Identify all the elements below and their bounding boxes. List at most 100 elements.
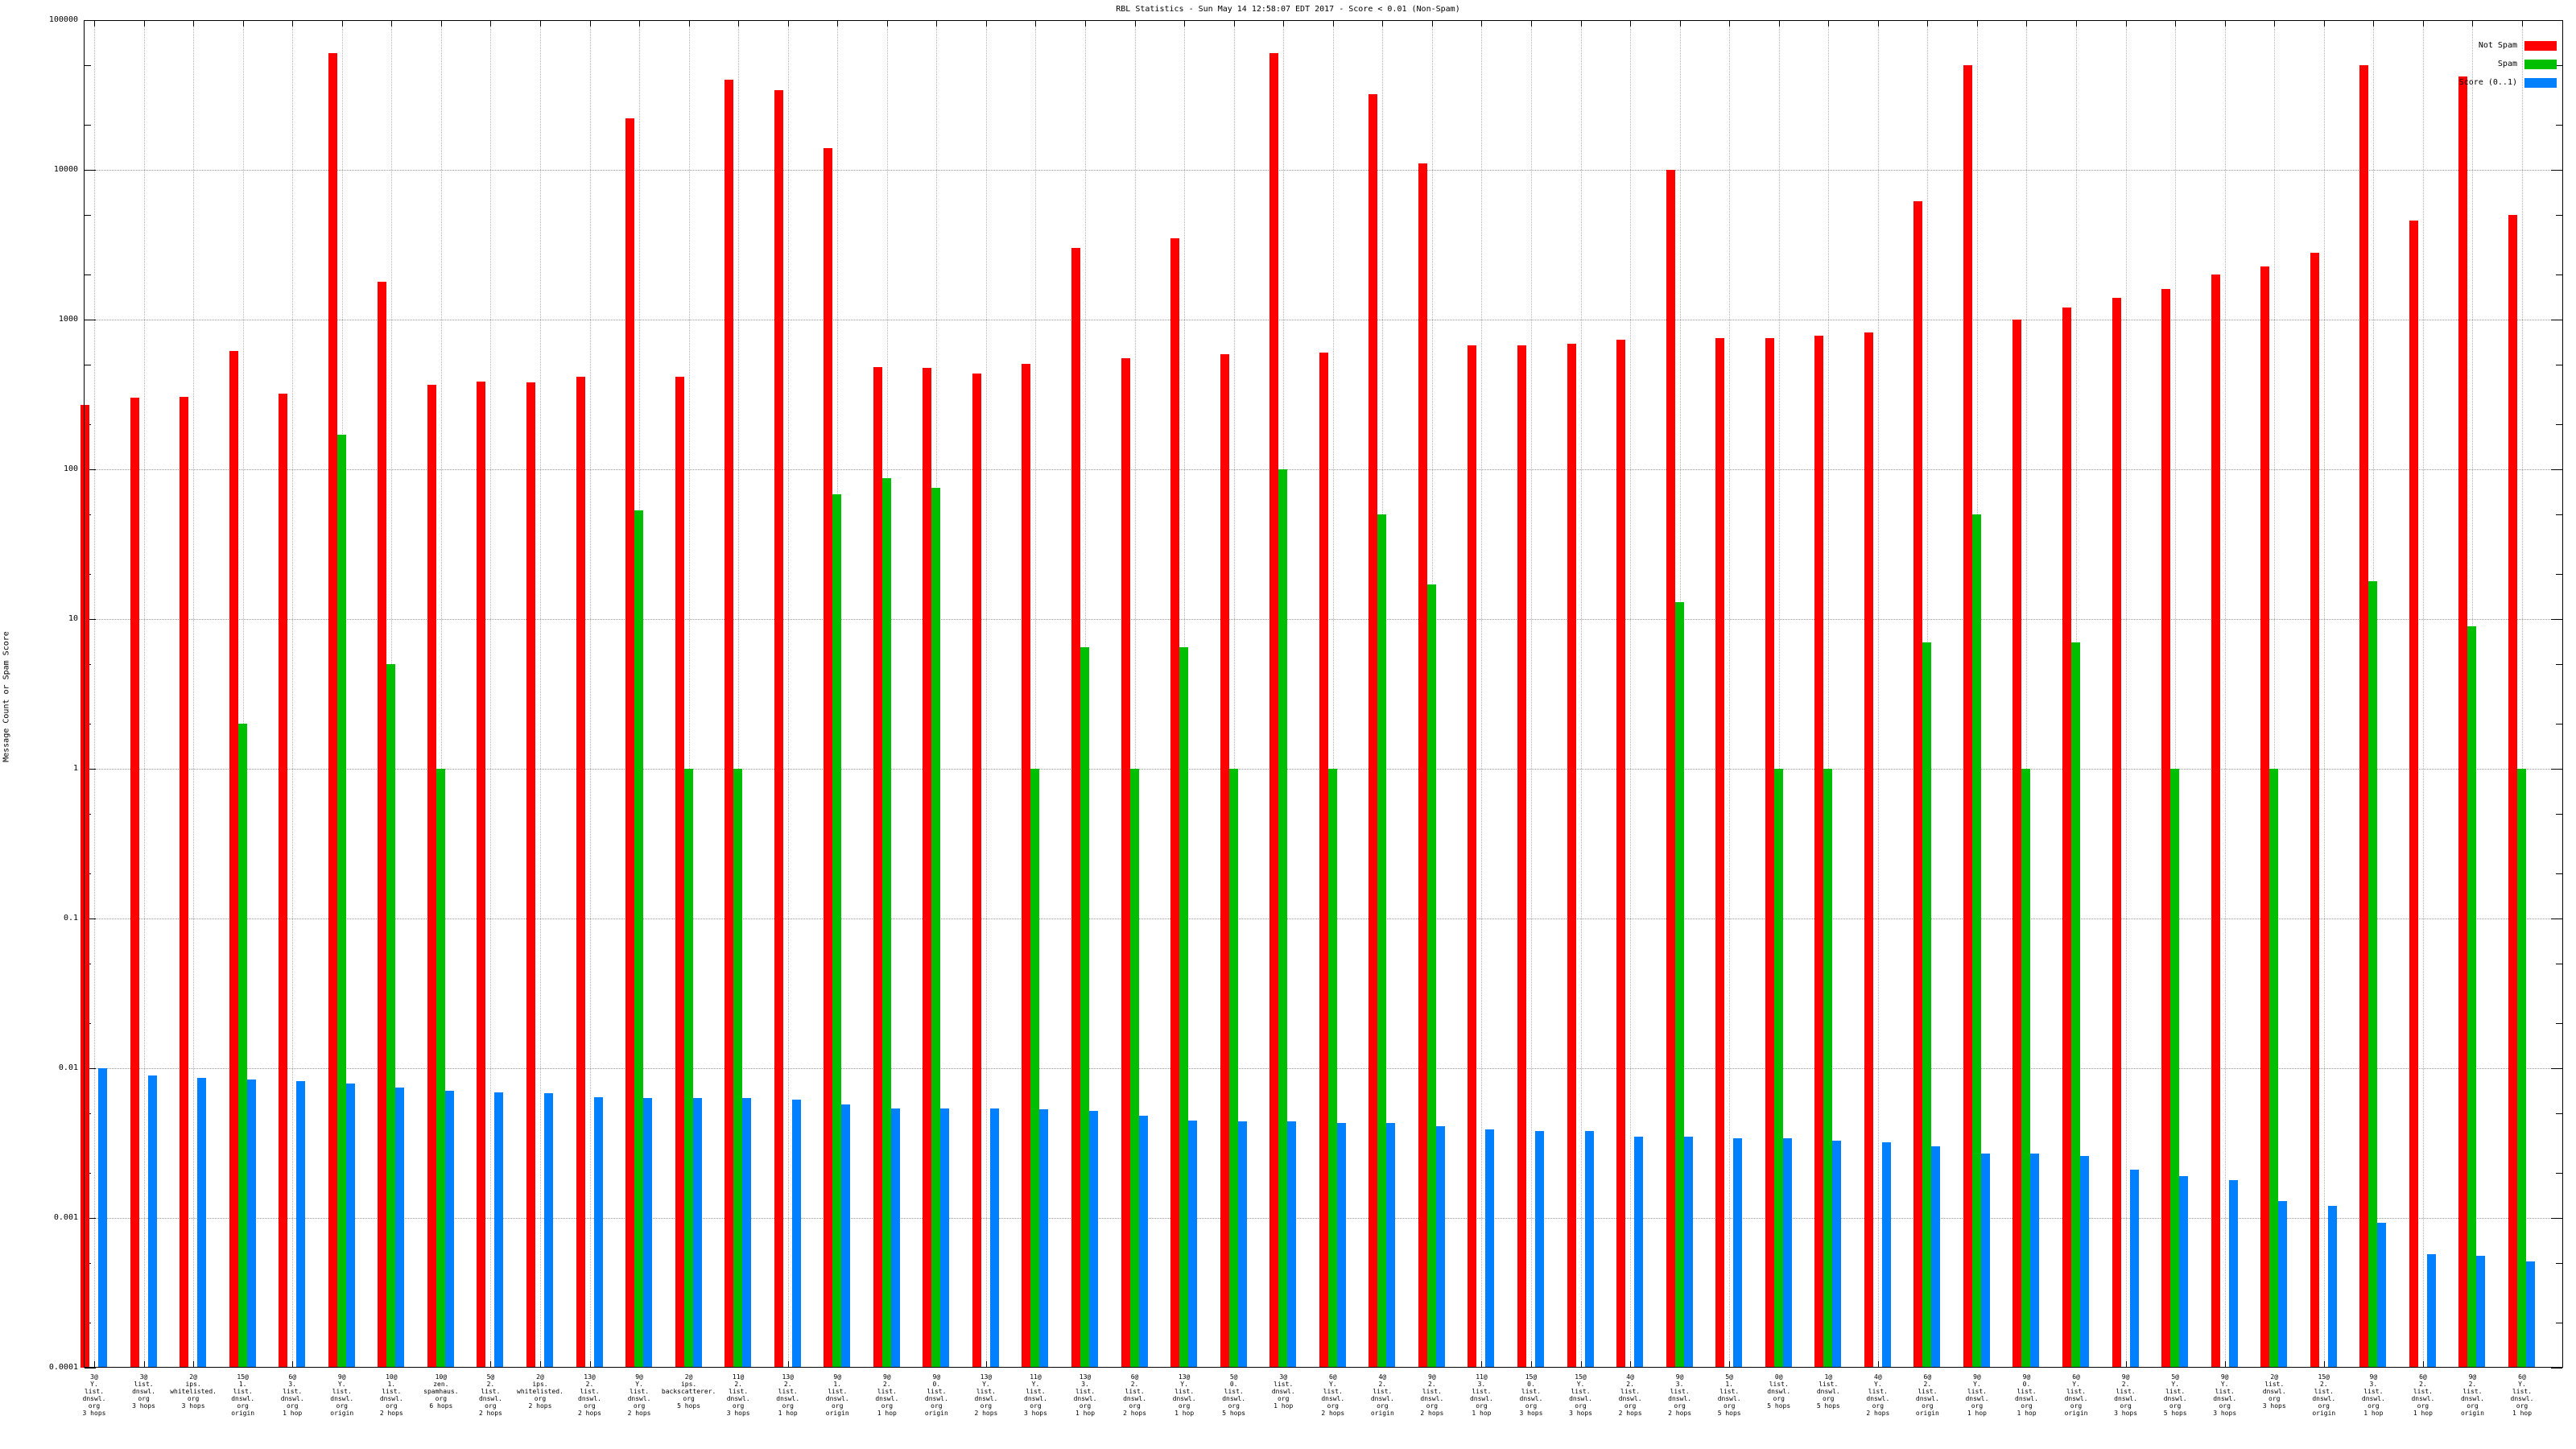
y-axis-minor-tick bbox=[2556, 1113, 2562, 1114]
bar-spam bbox=[2269, 769, 2279, 1368]
x-tick-label: 9@ 3. list. dnswl. org 1 hop bbox=[2361, 1373, 2385, 1417]
x-tick-label: 9@ 2. list. dnswl. org 1 hop bbox=[875, 1373, 899, 1417]
grid-line-v bbox=[787, 20, 789, 1368]
x-axis-tick bbox=[1630, 1361, 1632, 1368]
grid-line-v bbox=[738, 20, 740, 1368]
bar-spam bbox=[1674, 601, 1684, 1368]
grid-line-v bbox=[1530, 20, 1532, 1368]
y-tick-label: 1 bbox=[72, 764, 78, 773]
bar-score bbox=[1485, 1129, 1495, 1368]
x-axis-tick bbox=[787, 1361, 789, 1368]
bar-not-spam bbox=[477, 382, 486, 1368]
bar-score bbox=[1089, 1110, 1099, 1368]
bar-spam bbox=[1129, 769, 1139, 1368]
bar-not-spam bbox=[1616, 340, 1626, 1368]
bar-spam bbox=[1327, 769, 1337, 1368]
bar-score bbox=[1584, 1131, 1594, 1368]
x-axis-tick bbox=[2373, 20, 2375, 27]
bar-score bbox=[147, 1075, 157, 1368]
x-axis-tick bbox=[1530, 1361, 1532, 1368]
y-axis-minor-tick bbox=[2556, 813, 2562, 815]
bar-not-spam bbox=[1715, 338, 1725, 1368]
y-axis-tick bbox=[85, 1218, 96, 1219]
bar-not-spam bbox=[180, 396, 189, 1368]
x-tick-label: 6@ 2. list. dnswl. org 2 hops bbox=[1123, 1373, 1147, 1417]
x-tick-label: 15@ 0. list. dnswl. org 3 hops bbox=[1519, 1373, 1543, 1417]
grid-line-v bbox=[2125, 20, 2127, 1368]
bar-score bbox=[1435, 1126, 1445, 1368]
bar-spam bbox=[1426, 584, 1436, 1368]
bar-spam bbox=[1971, 514, 1981, 1368]
bar-not-spam bbox=[1567, 343, 1576, 1368]
bar-score bbox=[1534, 1131, 1544, 1368]
bar-score bbox=[1039, 1109, 1049, 1368]
x-axis-tick bbox=[589, 20, 591, 27]
y-axis-tick bbox=[85, 170, 96, 171]
x-axis-tick bbox=[1828, 20, 1830, 27]
legend-swatch-not-spam-icon bbox=[2524, 40, 2557, 51]
x-tick-label: 9@ 3. list. dnswl. org 2 hops bbox=[1668, 1373, 1692, 1417]
bar-score bbox=[2228, 1179, 2238, 1368]
bar-score bbox=[1634, 1136, 1644, 1368]
bar-spam bbox=[1823, 769, 1833, 1368]
grid-line-v bbox=[589, 20, 591, 1368]
bar-not-spam bbox=[2310, 252, 2319, 1368]
x-axis-tick bbox=[539, 20, 541, 27]
x-tick-label: 2@ list. dnswl. org 3 hops bbox=[2262, 1373, 2286, 1410]
y-tick-label: 1000 bbox=[58, 315, 78, 324]
bar-spam bbox=[2170, 769, 2180, 1368]
grid-line-v bbox=[1877, 20, 1879, 1368]
bar-score bbox=[890, 1108, 900, 1368]
bar-not-spam bbox=[1121, 358, 1130, 1368]
grid-line-v bbox=[2224, 20, 2226, 1368]
bar-score bbox=[791, 1099, 801, 1368]
x-axis-tick bbox=[2224, 1361, 2226, 1368]
bar-score bbox=[2327, 1206, 2337, 1368]
bar-spam bbox=[386, 663, 396, 1368]
grid-line-v bbox=[1729, 20, 1731, 1368]
y-axis-minor-tick bbox=[2556, 1173, 2562, 1174]
grid-line-v bbox=[1233, 20, 1235, 1368]
y-axis-minor-tick bbox=[2556, 424, 2562, 425]
bar-spam bbox=[832, 494, 842, 1368]
x-tick-label: 5@ Y. list. dnswl. org 5 hops bbox=[2163, 1373, 2187, 1417]
bar-not-spam bbox=[229, 350, 238, 1368]
legend-item-spam: Spam bbox=[2459, 55, 2557, 73]
legend-label-not-spam: Not Spam bbox=[2478, 41, 2517, 50]
bar-not-spam bbox=[1220, 353, 1229, 1368]
x-tick-label: 9@ 1. list. dnswl. org origin bbox=[825, 1373, 849, 1417]
grid-line-v bbox=[1828, 20, 1830, 1368]
x-tick-label: 6@ 2. list. dnswl. org origin bbox=[1915, 1373, 1939, 1417]
grid-line-v bbox=[440, 20, 442, 1368]
bar-not-spam bbox=[427, 385, 436, 1368]
bar-spam bbox=[1773, 769, 1783, 1368]
bar-not-spam bbox=[625, 118, 635, 1368]
x-axis-tick bbox=[1729, 20, 1731, 27]
bar-score bbox=[1287, 1121, 1297, 1368]
bar-spam bbox=[1030, 769, 1040, 1368]
bar-not-spam bbox=[80, 404, 89, 1368]
grid-line-v bbox=[1778, 20, 1780, 1368]
legend-swatch-score-icon bbox=[2524, 77, 2557, 88]
x-tick-label: 9@ 2. list. dnswl. org 3 hops bbox=[2114, 1373, 2138, 1417]
y-axis-minor-tick bbox=[2556, 873, 2562, 874]
x-axis-tick bbox=[985, 20, 987, 27]
bar-not-spam bbox=[1071, 248, 1081, 1368]
bar-spam bbox=[634, 510, 644, 1368]
x-axis-tick bbox=[2076, 20, 2078, 27]
y-tick-label: 100000 bbox=[48, 15, 78, 24]
x-axis-tick bbox=[2125, 20, 2127, 27]
x-axis-tick bbox=[1778, 20, 1780, 27]
x-tick-label: 4@ 2. list. dnswl. org 2 hops bbox=[1618, 1373, 1642, 1417]
x-tick-label: 9@ Y. list. dnswl. org 1 hop bbox=[1965, 1373, 1989, 1417]
y-axis-minor-tick bbox=[2556, 574, 2562, 575]
x-tick-label: 13@ 2. list. dnswl. org 2 hops bbox=[578, 1373, 601, 1417]
x-axis-tick bbox=[1481, 20, 1483, 27]
x-tick-label: 13@ Y. list. dnswl. org 1 hop bbox=[1172, 1373, 1196, 1417]
bar-score bbox=[444, 1090, 454, 1368]
chart-title: RBL Statistics - Sun May 14 12:58:07 EDT… bbox=[1116, 5, 1460, 14]
x-tick-label: 4@ Y. list. dnswl. org 2 hops bbox=[1866, 1373, 1890, 1417]
y-axis-tick bbox=[2551, 619, 2562, 620]
x-tick-label: 6@ 2. list. dnswl. org 1 hop bbox=[2411, 1373, 2435, 1417]
x-axis-tick bbox=[1630, 20, 1632, 27]
